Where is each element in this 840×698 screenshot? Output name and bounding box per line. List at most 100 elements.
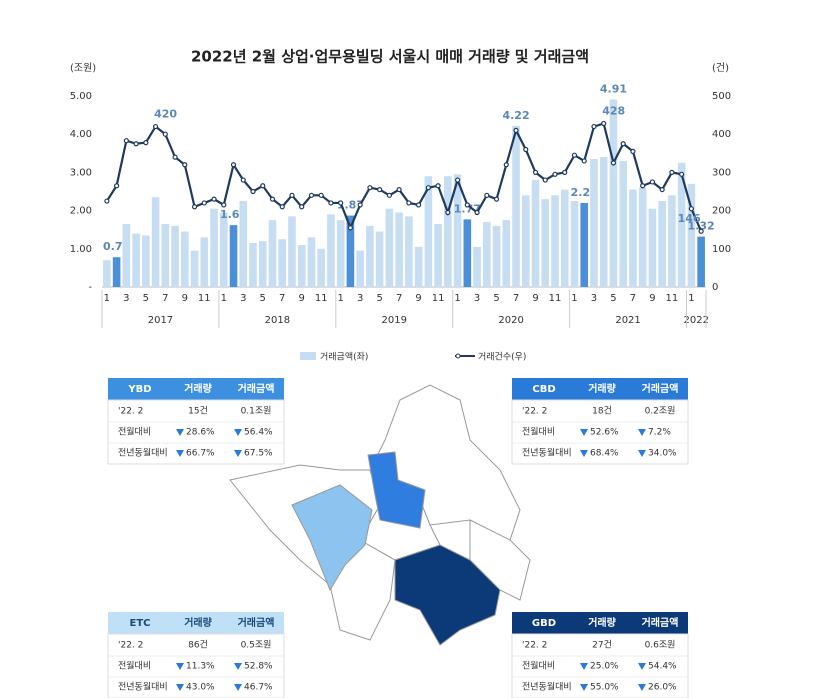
x-tick-label: 1 — [337, 293, 343, 304]
table-header-bg — [108, 378, 284, 400]
line-point — [445, 209, 451, 216]
x-tick-label: 11 — [549, 293, 562, 304]
x-tick-label: 9 — [415, 293, 421, 304]
x-tick-label: 11 — [198, 293, 211, 304]
bar — [668, 195, 676, 287]
x-tick-label: 1 — [221, 293, 227, 304]
x-tick-label: 5 — [493, 293, 499, 304]
row-label: 전월대비 — [118, 426, 151, 438]
bar — [502, 220, 511, 287]
ybd-area — [291, 484, 373, 592]
cell: 0.6조원 — [645, 640, 676, 651]
line-point — [396, 186, 402, 193]
y2-unit: (건) — [712, 62, 729, 74]
line-point — [269, 196, 276, 202]
bar — [424, 176, 433, 287]
bar — [336, 220, 345, 287]
bar — [200, 237, 209, 287]
y-tick-label: 1.00 — [70, 244, 92, 255]
bar — [648, 208, 657, 287]
chart-title: 2022년 2월 상업·업무용빌딩 서울시 매매 거래량 및 거래금액 — [191, 48, 589, 66]
row-label: 전월대비 — [118, 660, 151, 672]
x-tick-label: 1 — [104, 293, 110, 304]
line-point — [659, 186, 665, 193]
year-label: 2019 — [382, 315, 407, 326]
bar-value-label: 4.22 — [502, 109, 529, 122]
row-label: 전월대비 — [522, 660, 555, 672]
line-point — [221, 202, 227, 208]
down-arrow — [638, 450, 646, 457]
line-point — [182, 162, 188, 168]
seoul-map — [229, 384, 531, 646]
bar — [551, 195, 559, 287]
bar — [638, 187, 647, 287]
table-col-header: 거래량 — [588, 382, 616, 395]
bar — [541, 199, 550, 287]
bar — [229, 225, 238, 287]
bar — [268, 220, 277, 287]
line-point — [562, 169, 568, 175]
line-point — [328, 200, 334, 206]
cell: 18건 — [592, 406, 612, 417]
cell: 55.0% — [590, 683, 619, 693]
legend-label: 거래금액(좌) — [320, 351, 368, 363]
line-point — [523, 146, 529, 153]
bar — [395, 212, 403, 287]
bar-value-label: 1.77 — [454, 202, 481, 215]
down-arrow — [176, 450, 184, 457]
bar — [629, 189, 637, 287]
bar — [297, 244, 306, 287]
x-tick-label: 5 — [376, 293, 382, 304]
x-tick-label: 1 — [454, 293, 460, 304]
table-header-bg — [512, 612, 688, 634]
line-point — [416, 202, 422, 208]
x-tick-label: 9 — [532, 293, 538, 304]
down-arrow — [580, 450, 588, 457]
line-point — [581, 158, 587, 164]
line-point — [552, 171, 558, 177]
down-arrow — [638, 684, 646, 691]
y-unit: (조원) — [70, 62, 96, 74]
y2-tick-label: 300 — [712, 167, 731, 178]
down-arrow — [176, 663, 184, 670]
bar — [444, 176, 452, 287]
bar — [142, 235, 150, 287]
bar — [560, 189, 569, 287]
table-col-header: 거래금액 — [238, 616, 275, 629]
bar — [385, 208, 394, 287]
bar — [619, 160, 627, 287]
down-arrow — [234, 684, 242, 691]
line-point — [211, 196, 217, 202]
table-col-header: 거래금액 — [238, 382, 275, 395]
bar — [122, 223, 131, 287]
line-point — [162, 131, 168, 137]
down-arrow — [234, 450, 242, 457]
gbd-area — [394, 544, 501, 646]
x-tick-label: 1 — [571, 293, 577, 304]
down-arrow — [580, 429, 588, 436]
line-point — [104, 198, 110, 204]
table-col-header: 거래량 — [184, 616, 212, 629]
x-tick-label: 7 — [162, 293, 168, 304]
cell: 56.4% — [244, 428, 273, 438]
down-arrow — [176, 429, 184, 436]
cell: 54.4% — [648, 662, 677, 672]
x-tick-label: 11 — [432, 293, 445, 304]
table-name: GBD — [532, 618, 556, 629]
line-point — [123, 138, 129, 144]
cell: 52.6% — [590, 428, 619, 438]
legend-swatch — [300, 352, 316, 360]
bar — [609, 99, 618, 287]
cell: 15건 — [188, 406, 208, 417]
bar — [112, 257, 121, 287]
bar — [288, 216, 296, 287]
bar — [190, 250, 199, 287]
x-tick-label: 7 — [396, 293, 402, 304]
bar — [434, 223, 442, 287]
bar — [521, 195, 530, 287]
cell: 26.0% — [648, 683, 677, 693]
line-point — [133, 141, 139, 147]
down-arrow — [234, 429, 242, 436]
cell: 11.3% — [186, 662, 215, 672]
cell: 25.0% — [590, 662, 619, 672]
